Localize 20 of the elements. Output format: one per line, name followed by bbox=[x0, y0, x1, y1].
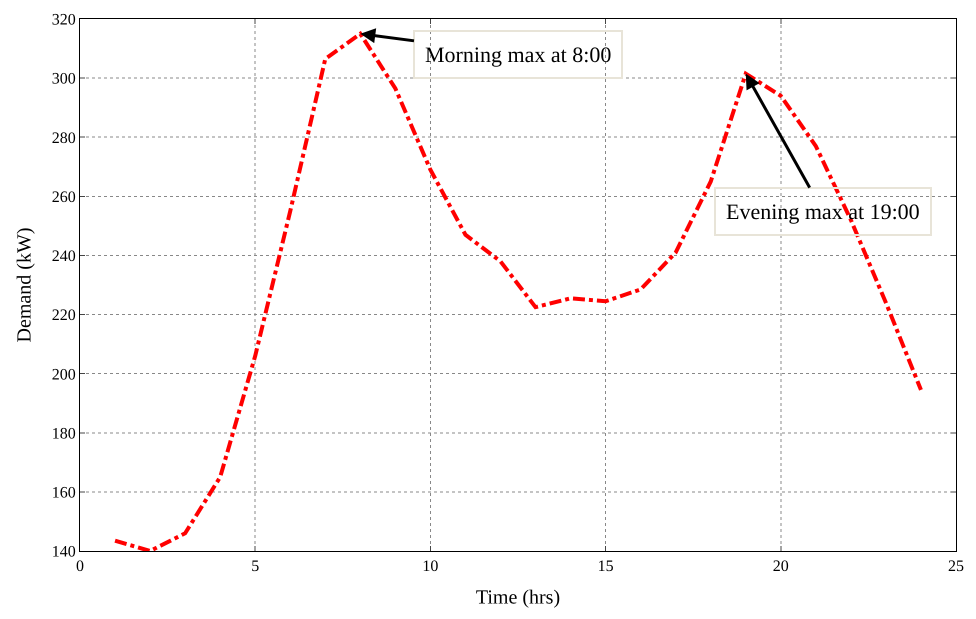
y-tick-label: 160 bbox=[52, 484, 76, 502]
y-tick-label: 140 bbox=[52, 544, 76, 561]
x-axis-title: Time (hrs) bbox=[476, 586, 560, 609]
y-tick-label: 220 bbox=[52, 307, 76, 324]
x-tick-label: 25 bbox=[948, 558, 964, 576]
x-tick-label: 15 bbox=[598, 558, 614, 576]
y-tick-label: 180 bbox=[52, 425, 76, 442]
y-tick-label: 240 bbox=[52, 248, 76, 266]
y-tick-label: 300 bbox=[52, 70, 76, 88]
y-tick-label: 280 bbox=[52, 130, 76, 147]
y-tick-label: 200 bbox=[52, 366, 76, 384]
annotation: Evening max at 19:00 bbox=[726, 199, 920, 224]
x-tick-label: 10 bbox=[422, 558, 438, 576]
x-tick-label: 5 bbox=[251, 558, 260, 576]
x-tick-label: 20 bbox=[772, 558, 789, 576]
y-tick-label: 320 bbox=[52, 12, 76, 29]
y-axis-title: Demand (kW) bbox=[13, 228, 36, 342]
annotation: Morning max at 8:00 bbox=[425, 42, 612, 67]
y-tick-label: 260 bbox=[52, 188, 76, 206]
x-tick-label: 0 bbox=[76, 558, 84, 576]
